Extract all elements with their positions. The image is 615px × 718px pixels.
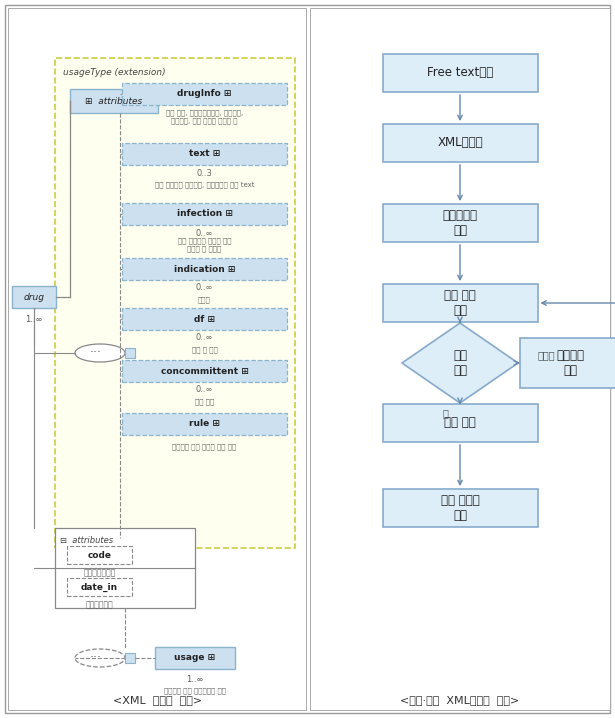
Polygon shape <box>402 323 518 403</box>
Text: 연결된이 같은 용엉정보를 포함: 연결된이 같은 용엉정보를 포함 <box>164 688 226 694</box>
Text: date_in: date_in <box>81 582 118 592</box>
Text: 적응증: 적응증 <box>198 297 211 303</box>
Bar <box>55 58 295 548</box>
Text: 용어체계
변경: 용어체계 변경 <box>556 349 584 377</box>
Text: 1..∞: 1..∞ <box>25 314 43 324</box>
Bar <box>122 83 287 105</box>
Bar <box>520 338 615 388</box>
Text: 약제 이름, 일반의약품코드, 시준코드,
알레르기, 새번 생신의 지장와 등: 약제 이름, 일반의약품코드, 시준코드, 알레르기, 새번 생신의 지장와 등 <box>166 110 243 124</box>
Text: concommittent ⊞: concommittent ⊞ <box>161 366 248 376</box>
Text: 임시테이블
생성: 임시테이블 생성 <box>443 209 477 237</box>
Text: 용어 코드
매핑: 용어 코드 매핑 <box>444 289 476 317</box>
Text: 매핑 완료: 매핑 완료 <box>444 416 476 429</box>
Bar <box>383 204 538 242</box>
Text: <XML  스키마  구축>: <XML 스키마 구축> <box>113 695 202 705</box>
Text: df ⊞: df ⊞ <box>194 314 215 324</box>
Bar <box>55 528 195 608</box>
Text: 1..∞: 1..∞ <box>186 674 204 684</box>
Bar <box>310 8 610 710</box>
Text: 0..∞: 0..∞ <box>196 228 213 238</box>
Ellipse shape <box>75 344 125 362</box>
Text: 의약품참조코드: 의약품참조코드 <box>83 569 116 577</box>
Bar <box>122 203 287 225</box>
Text: 제형 및 용량: 제형 및 용량 <box>192 347 217 353</box>
Text: XML구조화: XML구조화 <box>437 136 483 149</box>
Bar <box>383 404 538 442</box>
Ellipse shape <box>75 649 125 667</box>
Bar <box>70 89 158 113</box>
Text: 약열 허가사항 승인보고, 영업금지의 현태 text: 약열 허가사항 승인보고, 영업금지의 현태 text <box>155 182 254 188</box>
Text: 병용 안지: 병용 안지 <box>195 398 214 405</box>
Bar <box>125 653 135 663</box>
Bar <box>383 489 538 527</box>
Text: rule ⊞: rule ⊞ <box>189 419 220 429</box>
Text: 아니오: 아니오 <box>537 350 555 360</box>
Bar <box>122 308 287 330</box>
Text: ···: ··· <box>90 347 102 360</box>
Text: usage ⊞: usage ⊞ <box>175 653 216 663</box>
Bar <box>122 413 287 435</box>
Bar <box>383 54 538 92</box>
Bar <box>8 8 306 710</box>
Text: 같은 성분에서 확인이 되는
확인된 약 성분소: 같은 성분에서 확인이 되는 확인된 약 성분소 <box>178 238 231 252</box>
Text: <효능·효과  XML구조화  절차>: <효능·효과 XML구조화 절차> <box>400 695 520 705</box>
Text: usageType (extension): usageType (extension) <box>63 68 165 77</box>
Bar <box>155 647 235 669</box>
Text: 예: 예 <box>442 408 448 418</box>
Text: Free text처리: Free text처리 <box>427 67 493 80</box>
Text: 최종 테이블
작성: 최종 테이블 작성 <box>440 494 479 522</box>
Text: ⊟  attributes: ⊟ attributes <box>60 536 113 545</box>
Text: code: code <box>87 551 111 559</box>
Text: 데이터입력일: 데이터입력일 <box>85 600 113 610</box>
Bar <box>12 286 56 308</box>
Text: ⊞  attributes: ⊞ attributes <box>85 96 143 106</box>
Text: ···: ··· <box>90 651 102 664</box>
Text: 0..∞: 0..∞ <box>196 386 213 394</box>
Text: 조건이나 환자 상태에 따른 내용: 조건이나 환자 상태에 따른 내용 <box>172 444 237 450</box>
Text: indication ⊞: indication ⊞ <box>174 264 235 274</box>
Bar <box>122 143 287 165</box>
Text: drug: drug <box>23 292 44 302</box>
Bar <box>122 258 287 280</box>
Text: infection ⊞: infection ⊞ <box>177 210 232 218</box>
Text: 0..∞: 0..∞ <box>196 284 213 292</box>
Text: drugInfo ⊞: drugInfo ⊞ <box>177 90 232 98</box>
Bar <box>122 360 287 382</box>
Bar <box>383 124 538 162</box>
Bar <box>383 284 538 322</box>
Bar <box>125 348 135 358</box>
Text: 개념
존재: 개념 존재 <box>453 349 467 377</box>
Bar <box>67 578 132 596</box>
Text: 0..3: 0..3 <box>197 169 212 177</box>
Text: 0..∞: 0..∞ <box>196 333 213 342</box>
Text: text ⊞: text ⊞ <box>189 149 220 159</box>
Bar <box>67 546 132 564</box>
